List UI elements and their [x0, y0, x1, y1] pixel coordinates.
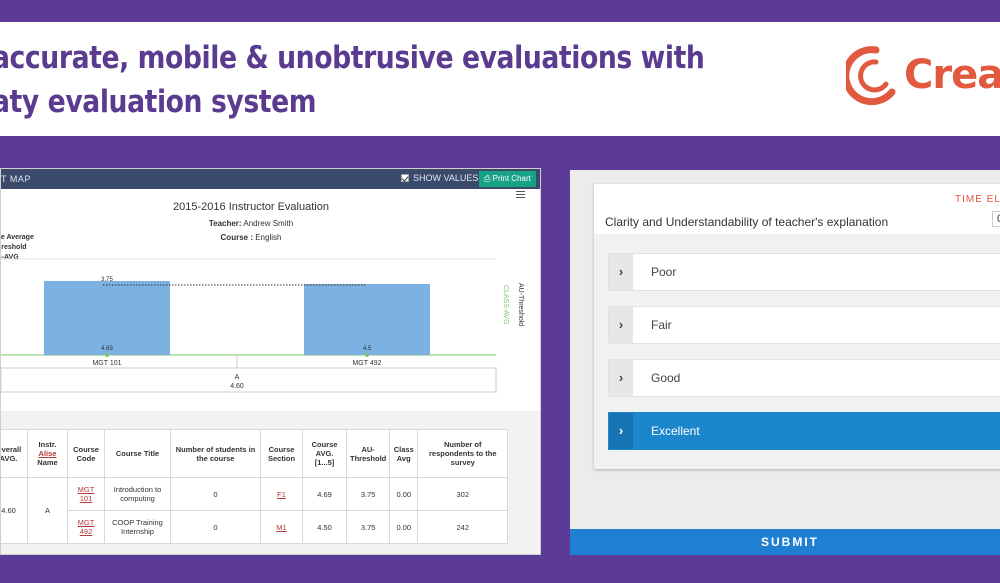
bar-chart: 4.69 4.5 3.75 MGT 101 MGT 492 A 4.60 AU-Thresho… [1, 258, 524, 393]
col-course-title: Course Title [104, 429, 171, 478]
cell-threshold: 3.75 [345, 477, 391, 511]
chart-toolbar: T MAP SHOW VALUES ⎙ Print Chart [1, 169, 540, 189]
col-overall-avg: Overall AVG. [1, 429, 28, 478]
col-respondents: Number of respondents to the survey [417, 429, 509, 478]
option-fair[interactable]: › Fair [608, 306, 1000, 344]
cell-overall: 4.60 [1, 477, 28, 544]
option-label: Good [651, 371, 681, 385]
chevron-right-icon: › [609, 307, 633, 343]
group-label: A [235, 374, 240, 381]
cell-class-avg: 0.00 [389, 510, 419, 544]
class-avg-point [105, 353, 109, 357]
cell-title: Introduction to computing [104, 477, 171, 511]
option-excellent[interactable]: › Excellent [608, 412, 1000, 450]
show-values-label: SHOW VALUES [413, 173, 479, 183]
right-axis-label: CLASS-AVG [502, 285, 509, 325]
table-header-row: Overall AVG. Instr. Alise Name Course Co… [1, 429, 509, 478]
show-values-checkbox[interactable] [401, 174, 409, 182]
chart-legend: se Average hreshold S-AVG [1, 233, 34, 263]
legend-item-2: hreshold [1, 244, 27, 251]
option-label: Excellent [651, 424, 700, 438]
class-avg-point [365, 353, 369, 357]
cell-students: 0 [170, 510, 261, 544]
category-label: MGT 101 [92, 360, 121, 367]
course-label: Course : [220, 233, 253, 242]
show-values-toggle[interactable]: SHOW VALUES [401, 173, 478, 183]
chevron-right-icon: › [609, 360, 633, 396]
chart-window: T MAP SHOW VALUES ⎙ Print Chart 2015-201… [0, 168, 541, 555]
category-label: MGT 492 [352, 360, 381, 367]
print-chart-label: Print Chart [492, 174, 531, 183]
cell-avg: 4.69 [302, 477, 347, 511]
timer-label: TIME EL [955, 194, 1000, 205]
cell-class-avg: 0.00 [389, 477, 419, 511]
cell-instr: A [27, 477, 68, 544]
bar [44, 280, 170, 355]
headline-line-2: aty evaluation system [0, 84, 317, 120]
legend-item-3: S-AVG [1, 254, 19, 261]
col-course-code: Course Code [67, 429, 105, 478]
cell-students: 0 [170, 477, 261, 511]
cell-title: COOP Training Internship [104, 510, 171, 544]
data-label: 3.75 [101, 277, 113, 283]
col-course-section: Course Section [260, 429, 303, 478]
cell-section[interactable]: M1 [260, 510, 303, 544]
chart-title: 2015-2016 Instructor Evaluation [173, 201, 329, 213]
col-num-students: Number of students in the course [170, 429, 261, 478]
evaluation-window: Clarity and Understandability of teacher… [570, 170, 1000, 555]
cell-code[interactable]: MGT 492 [67, 510, 105, 544]
option-label: Fair [651, 318, 672, 332]
col-instr-name: Instr. Alise Name [27, 429, 68, 478]
tab-map[interactable]: T MAP [1, 174, 31, 184]
cell-respondents: 242 [417, 510, 509, 544]
chart-teacher: Teacher: Andrew Smith [1, 219, 501, 228]
teacher-value: Andrew Smith [243, 219, 294, 228]
col-au-threshold: AU-Threshold [345, 429, 391, 478]
group-value: 4.60 [230, 383, 244, 390]
results-table: Overall AVG. Instr. Alise Name Course Co… [1, 429, 509, 544]
group-box [1, 367, 497, 393]
cell-avg: 4.50 [302, 510, 347, 544]
logo: Crea [846, 42, 1000, 112]
logo-swirl-icon [846, 46, 896, 106]
right-axis-label: AU-Threshold [517, 283, 524, 326]
question-text: Clarity and Understandability of teacher… [605, 215, 889, 229]
cell-code[interactable]: MGT 101 [67, 477, 105, 511]
logo-text: Crea [904, 52, 1000, 98]
teacher-label: Teacher: [208, 219, 242, 228]
chevron-right-icon: › [609, 413, 633, 449]
chart-course: Course : English [1, 233, 501, 242]
option-poor[interactable]: › Poor [608, 253, 1000, 291]
header-banner: accurate, mobile & unobtrusive evaluatio… [0, 22, 1000, 136]
legend-item-1: se Average [0, 234, 34, 241]
table-row: 4.60 A MGT 101 Introduction to computing… [1, 477, 509, 544]
print-chart-button[interactable]: ⎙ Print Chart [479, 171, 536, 187]
results-table-area: Overall AVG. Instr. Alise Name Course Co… [1, 411, 540, 554]
bar [304, 284, 430, 355]
timer-value: 0 [992, 211, 1000, 227]
data-label: 4.69 [101, 346, 113, 352]
table-row: MGT 492 COOP Training Internship 0 M1 4.… [1, 510, 509, 544]
cell-respondents: 302 [417, 477, 509, 511]
chart-menu-icon[interactable] [516, 191, 525, 198]
option-label: Poor [651, 265, 677, 279]
data-label: 4.5 [363, 346, 372, 352]
cell-threshold: 3.75 [345, 510, 391, 544]
headline-line-1: accurate, mobile & unobtrusive evaluatio… [0, 40, 705, 76]
submit-button[interactable]: SUBMIT [570, 529, 1000, 555]
col-class-avg: Class Avg [389, 429, 419, 478]
question-card: Clarity and Understandability of teacher… [594, 184, 1000, 469]
chevron-right-icon: › [609, 254, 633, 290]
answer-options: › Poor › Fair › Good › Excellent [594, 234, 1000, 469]
option-good[interactable]: › Good [608, 359, 1000, 397]
headline: accurate, mobile & unobtrusive evaluatio… [0, 36, 705, 124]
course-value: English [255, 233, 282, 242]
cell-section[interactable]: F1 [260, 477, 303, 511]
col-course-avg: Course AVG. [1...5] [302, 429, 347, 478]
